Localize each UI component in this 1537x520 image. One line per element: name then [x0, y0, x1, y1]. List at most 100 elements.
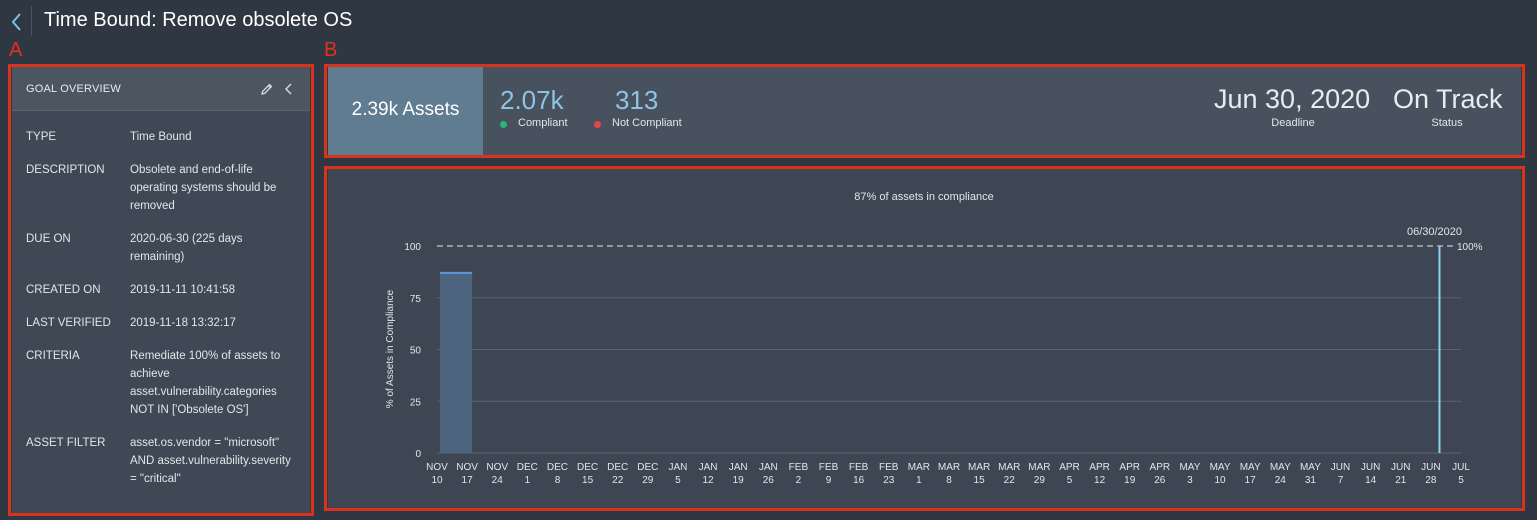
y-tick-label: 0 [415, 449, 421, 460]
x-tick-label: MAY [1210, 462, 1231, 473]
x-tick-label: 29 [642, 475, 654, 486]
goal-overview-title: GOAL OVERVIEW [26, 83, 121, 95]
description-value: Obsolete and end-of-life operating syste… [130, 164, 277, 212]
not-compliant-count: 313 [615, 85, 659, 115]
due-on-label: DUE ON [26, 233, 71, 245]
x-tick-label: 15 [974, 475, 986, 486]
y-tick-label: 75 [410, 294, 422, 305]
y-tick-label: 50 [410, 346, 422, 357]
x-tick-label: FEB [819, 462, 839, 473]
x-tick-label: FEB [789, 462, 809, 473]
x-tick-label: 17 [1245, 475, 1257, 486]
x-tick-label: 2 [796, 475, 802, 486]
due-on-value: 2020-06-30 (225 days remaining) [130, 233, 243, 263]
x-tick-label: JUL [1452, 462, 1470, 473]
x-tick-label: 5 [1067, 475, 1073, 486]
created-on-value: 2019-11-11 10:41:58 [130, 284, 236, 296]
x-tick-label: 26 [763, 475, 775, 486]
compliance-chart: 87% of assets in compliance % of Assets … [385, 191, 1483, 486]
x-tick-label: 21 [1395, 475, 1407, 486]
x-tick-label: 10 [1214, 475, 1226, 486]
x-tick-label: MAY [1240, 462, 1261, 473]
x-tick-label: JUN [1361, 462, 1380, 473]
annotation-label-a: A [9, 39, 23, 61]
last-verified-label: LAST VERIFIED [26, 317, 111, 329]
assets-total-tile[interactable]: 2.39k Assets [328, 67, 483, 155]
x-tick-label: 22 [612, 475, 624, 486]
criteria-label: CRITERIA [26, 350, 80, 362]
x-tick-label: 14 [1365, 475, 1377, 486]
x-tick-label: FEB [879, 462, 899, 473]
x-tick-label: 28 [1425, 475, 1437, 486]
x-tick-label: 24 [492, 475, 504, 486]
x-tick-label: MAY [1179, 462, 1200, 473]
not-compliant-label: Not Compliant [612, 117, 682, 129]
x-tick-label: MAR [938, 462, 960, 473]
x-tick-label: DEC [577, 462, 598, 473]
annotation-label-b: B [324, 39, 338, 61]
x-tick-label: DEC [637, 462, 658, 473]
compliant-label: Compliant [518, 117, 568, 129]
deadline-label: Deadline [1271, 117, 1315, 129]
x-tick-label: 17 [462, 475, 474, 486]
x-tick-label: APR [1059, 462, 1080, 473]
x-tick-label: APR [1089, 462, 1110, 473]
x-tick-label: NOV [426, 462, 448, 473]
x-tick-label: JAN [729, 462, 748, 473]
x-tick-label: 12 [702, 475, 714, 486]
x-tick-label: 31 [1305, 475, 1317, 486]
x-tick-label: DEC [547, 462, 568, 473]
status-label: Status [1431, 117, 1463, 129]
x-tick-label: MAR [998, 462, 1020, 473]
x-tick-label: MAR [1028, 462, 1050, 473]
x-tick-label: 24 [1275, 475, 1287, 486]
created-on-label: CREATED ON [26, 284, 101, 296]
deadline-value: Jun 30, 2020 [1214, 84, 1371, 114]
x-tick-label: NOV [456, 462, 478, 473]
x-tick-label: DEC [607, 462, 628, 473]
x-tick-label: MAR [968, 462, 990, 473]
chart-title: 87% of assets in compliance [854, 191, 993, 203]
compliance-chart-panel: 87% of assets in compliance % of Assets … [328, 169, 1521, 508]
not-compliant-dot-icon [594, 121, 601, 128]
x-tick-label: 1 [525, 475, 531, 486]
description-label: DESCRIPTION [26, 164, 105, 176]
x-tick-label: MAR [908, 462, 930, 473]
y-axis-label: % of Assets in Compliance [385, 289, 396, 408]
x-tick-label: 1 [916, 475, 922, 486]
page-title: Time Bound: Remove obsolete OS [44, 9, 353, 31]
x-tick-label: 26 [1154, 475, 1166, 486]
x-tick-label: JAN [699, 462, 718, 473]
compliant-dot-icon [500, 121, 507, 128]
x-tick-label: 23 [883, 475, 895, 486]
x-tick-label: 29 [1034, 475, 1046, 486]
x-tick-label: 19 [1124, 475, 1136, 486]
chevron-left-collapse-icon[interactable] [283, 82, 295, 96]
x-tick-label: FEB [849, 462, 869, 473]
criteria-value: Remediate 100% of assets to achieve asse… [130, 350, 281, 416]
x-tick-label: JUN [1421, 462, 1440, 473]
x-tick-label: 5 [675, 475, 681, 486]
asset-filter-label: ASSET FILTER [26, 437, 106, 449]
x-tick-label: 15 [582, 475, 594, 486]
x-tick-label: 22 [1004, 475, 1016, 486]
x-tick-label: 16 [853, 475, 865, 486]
x-tick-label: 10 [431, 475, 443, 486]
last-verified-value: 2019-11-18 13:32:17 [130, 317, 236, 329]
asset-filter-value: asset.os.vendor = "microsoft" AND asset.… [130, 437, 291, 485]
x-tick-label: 12 [1094, 475, 1106, 486]
deadline-label: 06/30/2020 [1407, 226, 1462, 238]
compliance-bar [440, 272, 473, 453]
x-tick-label: MAY [1270, 462, 1291, 473]
summary-panel: 2.39k Assets 2.07k Compliant 313 Not Com… [328, 67, 1521, 155]
back-chevron-icon[interactable] [8, 11, 26, 33]
x-tick-label: NOV [486, 462, 508, 473]
x-tick-label: 3 [1187, 475, 1193, 486]
top-bar: Time Bound: Remove obsolete OS [0, 0, 1537, 44]
status-value: On Track [1393, 84, 1503, 114]
divider [31, 6, 32, 36]
x-tick-label: JUN [1331, 462, 1350, 473]
x-tick-label: 5 [1458, 475, 1464, 486]
x-tick-label: JUN [1391, 462, 1410, 473]
pencil-edit-icon[interactable] [260, 82, 274, 96]
